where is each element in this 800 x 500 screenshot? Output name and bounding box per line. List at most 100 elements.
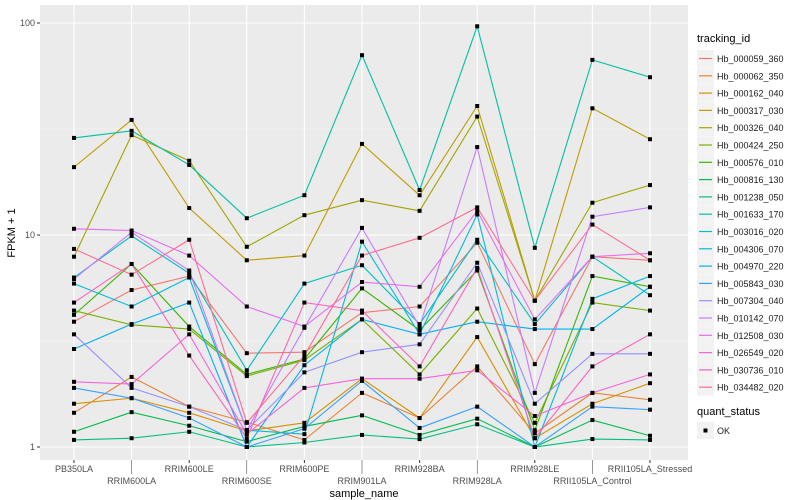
data-point — [244, 432, 249, 437]
data-point — [532, 245, 537, 250]
data-point — [302, 213, 307, 218]
data-point — [302, 193, 307, 198]
data-point — [532, 401, 537, 406]
x-tick-label: RRIM928BA — [395, 464, 445, 474]
data-point — [72, 281, 76, 286]
data-point — [72, 379, 76, 384]
data-point — [532, 317, 537, 322]
data-point — [187, 275, 192, 280]
data-point — [187, 271, 192, 276]
data-point — [129, 385, 134, 390]
data-point — [590, 254, 595, 259]
data-point — [129, 322, 134, 327]
data-point — [648, 274, 652, 279]
data-point — [187, 416, 192, 421]
data-point — [360, 432, 364, 437]
legend-label: Hb_000062_350 — [717, 71, 784, 81]
data-point — [532, 445, 537, 449]
data-point — [590, 57, 595, 62]
plot-panel — [40, 5, 688, 460]
data-point — [475, 404, 480, 409]
data-point — [187, 237, 192, 242]
data-point — [129, 228, 134, 233]
data-point — [417, 342, 422, 347]
grid-lines — [40, 5, 688, 460]
legend-label: Hb_012508_030 — [717, 331, 784, 341]
data-point — [590, 327, 595, 332]
data-point — [187, 429, 192, 434]
data-point — [302, 353, 307, 358]
data-point — [244, 368, 249, 373]
data-point — [72, 429, 76, 434]
data-point — [532, 420, 537, 425]
x-tick-label: RRIM901LA — [337, 476, 386, 486]
data-point — [532, 414, 537, 419]
data-point — [648, 381, 652, 386]
data-point — [648, 332, 652, 337]
data-point — [417, 364, 422, 369]
data-point — [532, 436, 537, 441]
data-point — [72, 332, 76, 337]
data-point — [532, 322, 537, 327]
legend-label: Hb_001238_050 — [717, 192, 784, 202]
data-point — [590, 300, 595, 305]
data-point — [302, 370, 307, 375]
data-point — [244, 428, 249, 433]
data-point — [302, 440, 307, 445]
data-point — [590, 364, 595, 369]
data-point — [187, 253, 192, 258]
data-point — [532, 428, 537, 433]
data-point — [72, 346, 76, 351]
data-point — [187, 327, 192, 332]
data-point — [532, 390, 537, 395]
data-point — [72, 319, 76, 324]
data-point — [187, 410, 192, 415]
data-point — [475, 416, 480, 421]
data-point — [360, 376, 364, 381]
x-axis-title: sample_name — [329, 488, 398, 500]
data-point — [72, 277, 76, 282]
data-point — [417, 432, 422, 437]
data-point — [648, 293, 652, 298]
data-point — [360, 390, 364, 395]
data-point — [417, 416, 422, 421]
data-point — [244, 216, 249, 221]
data-point — [590, 401, 595, 406]
data-point — [648, 205, 652, 210]
data-point — [244, 445, 249, 449]
data-point — [360, 378, 364, 383]
data-point — [187, 404, 192, 409]
data-point — [129, 272, 134, 277]
data-point — [475, 268, 480, 273]
data-point — [244, 439, 249, 444]
data-point — [244, 258, 249, 263]
data-point — [648, 284, 652, 289]
data-point — [187, 423, 192, 428]
x-tick-label: RRIM928LA — [453, 476, 502, 486]
data-point — [590, 404, 595, 409]
data-point — [302, 385, 307, 390]
data-point — [475, 208, 480, 213]
data-point — [360, 310, 364, 315]
data-point — [648, 75, 652, 80]
data-point — [244, 420, 249, 425]
data-point — [302, 432, 307, 437]
data-point — [532, 327, 537, 332]
data-point — [302, 363, 307, 368]
data-point — [417, 372, 422, 377]
data-point — [129, 396, 134, 401]
data-point — [360, 53, 364, 58]
legend-label: Hb_007304_040 — [717, 296, 784, 306]
data-point — [360, 286, 364, 291]
data-point — [187, 332, 192, 337]
data-point — [129, 374, 134, 379]
data-point — [590, 296, 595, 301]
data-point — [72, 401, 76, 406]
x-tick-label: RRIM600LA — [107, 476, 156, 486]
data-point — [72, 165, 76, 170]
data-point — [302, 300, 307, 305]
x-tick-label: RRIM600LE — [165, 464, 214, 474]
data-point — [72, 410, 76, 415]
data-point — [360, 198, 364, 203]
legend-label: Hb_004306_070 — [717, 244, 784, 254]
